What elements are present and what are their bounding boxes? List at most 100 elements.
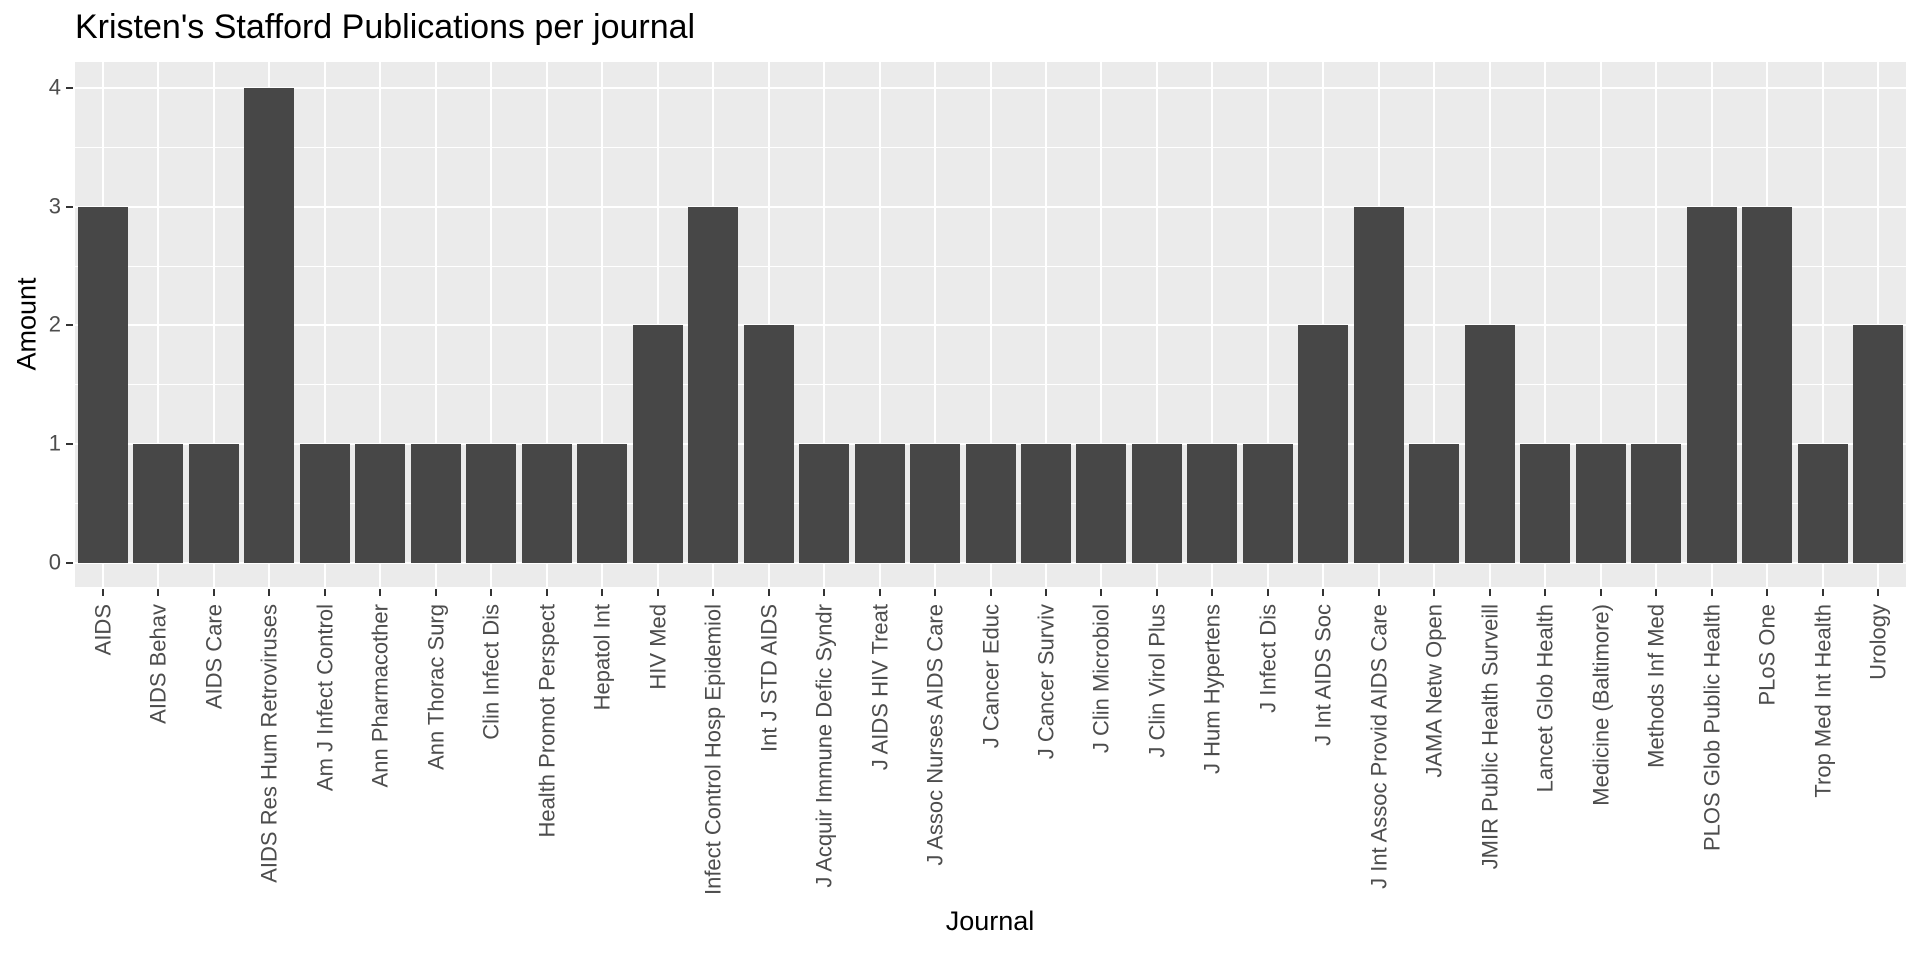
bar (688, 206, 739, 563)
x-tick-mark (934, 589, 936, 596)
x-tick-mark (1100, 589, 1103, 596)
x-tick-mark (601, 589, 604, 596)
x-tick-label: Health Promot Perspect (534, 604, 560, 838)
y-tick-mark (66, 86, 73, 89)
bar (355, 444, 406, 563)
x-tick-mark (656, 589, 659, 596)
bar (799, 444, 850, 563)
x-tick-label: J Clin Microbiol (1088, 604, 1114, 754)
x-tick-label: J Assoc Nurses AIDS Care (922, 604, 948, 866)
major-gridline-x (545, 62, 548, 587)
bar (1187, 444, 1238, 563)
chart-title: Kristen's Stafford Publications per jour… (75, 8, 696, 46)
x-tick-mark (712, 589, 715, 596)
x-tick-label: AIDS Res Hum Retroviruses (256, 604, 282, 883)
x-tick-label: Lancet Glob Health (1532, 604, 1558, 793)
major-gridline-x (323, 62, 326, 587)
major-gridline-x (1599, 62, 1602, 587)
major-gridline-x (379, 62, 382, 587)
major-gridline-x (1044, 62, 1047, 587)
major-gridline-x (1488, 62, 1491, 587)
x-tick-label: J Clin Virol Plus (1144, 604, 1170, 758)
y-tick-label: 2 (48, 311, 61, 337)
x-tick-mark (268, 589, 271, 596)
bar (1242, 444, 1293, 563)
bar (244, 87, 295, 563)
bar (1131, 444, 1182, 563)
x-tick-label: J AIDS HIV Treat (866, 604, 892, 771)
x-tick-label: AIDS Behav (145, 604, 171, 724)
x-tick-mark (323, 589, 326, 596)
x-tick-label: J Cancer Surviv (1033, 604, 1059, 760)
y-tick-mark (66, 324, 73, 327)
y-tick-mark (66, 443, 73, 446)
bar (521, 444, 572, 563)
x-tick-mark (1155, 589, 1158, 596)
x-tick-label: Int J STD AIDS (756, 604, 781, 752)
bar (1631, 444, 1682, 563)
x-tick-label: J Int Assoc Provid AIDS Care (1366, 604, 1392, 889)
x-tick-mark (1710, 589, 1713, 596)
y-tick-label: 3 (48, 193, 61, 219)
x-tick-label: J Infect Dis (1255, 604, 1281, 713)
y-tick-label: 1 (48, 430, 61, 456)
x-tick-mark (1433, 589, 1436, 596)
major-gridline-x (434, 62, 437, 587)
x-tick-mark (379, 589, 382, 596)
x-tick-mark (1488, 589, 1491, 596)
bar (1575, 444, 1626, 563)
bar (1686, 206, 1737, 563)
major-gridline-x (1322, 62, 1325, 587)
bar (410, 444, 461, 563)
major-gridline-x (878, 62, 881, 587)
major-gridline-x (1655, 62, 1658, 587)
major-gridline-x (1821, 62, 1824, 587)
plot-panel (75, 62, 1906, 587)
bar (1464, 325, 1515, 563)
major-gridline-x (1100, 62, 1103, 587)
bar (1020, 444, 1071, 563)
x-tick-label: PLoS One (1754, 604, 1780, 706)
major-gridline-x (1544, 62, 1547, 587)
bar (965, 444, 1016, 563)
x-tick-mark (989, 589, 992, 596)
x-tick-label: Ann Thorac Surg (423, 604, 449, 770)
major-gridline-x (1877, 62, 1880, 587)
bar (466, 444, 517, 563)
x-tick-label: J Cancer Educ (977, 604, 1003, 749)
bar (910, 444, 960, 563)
major-gridline-x (1211, 62, 1214, 587)
bar (577, 444, 628, 563)
x-tick-mark (1322, 589, 1325, 596)
major-gridline-x (212, 62, 215, 587)
x-tick-mark (545, 589, 548, 596)
x-tick-mark (1377, 589, 1380, 596)
x-tick-label: J Hum Hypertens (1199, 604, 1225, 774)
x-tick-label: AIDS Care (201, 604, 227, 710)
x-axis-title: Journal (945, 906, 1035, 936)
y-tick-label: 4 (48, 74, 61, 100)
bar (743, 325, 794, 563)
x-tick-mark (1877, 589, 1880, 596)
bar (1742, 206, 1793, 563)
bar (854, 444, 905, 563)
bar (1076, 444, 1127, 563)
x-tick-mark (1211, 589, 1214, 596)
bar (1520, 444, 1571, 563)
x-tick-mark (1655, 589, 1658, 596)
bar (1797, 444, 1848, 563)
x-tick-label: Trop Med Int Health (1810, 604, 1836, 798)
x-tick-label: HIV Med (645, 604, 671, 690)
x-tick-label: Ann Pharmacother (367, 604, 393, 788)
major-gridline-x (656, 62, 659, 587)
x-tick-mark (490, 589, 493, 596)
major-gridline-x (767, 62, 770, 587)
x-tick-label: JAMA Netw Open (1421, 604, 1447, 778)
x-tick-label: J Int AIDS Soc (1310, 604, 1336, 746)
major-gridline-x (823, 62, 826, 587)
x-tick-mark (878, 589, 881, 596)
x-tick-label: Clin Infect Dis (478, 604, 504, 740)
bar (1409, 444, 1460, 563)
major-gridline-x (989, 62, 992, 587)
x-tick-mark (212, 589, 215, 596)
